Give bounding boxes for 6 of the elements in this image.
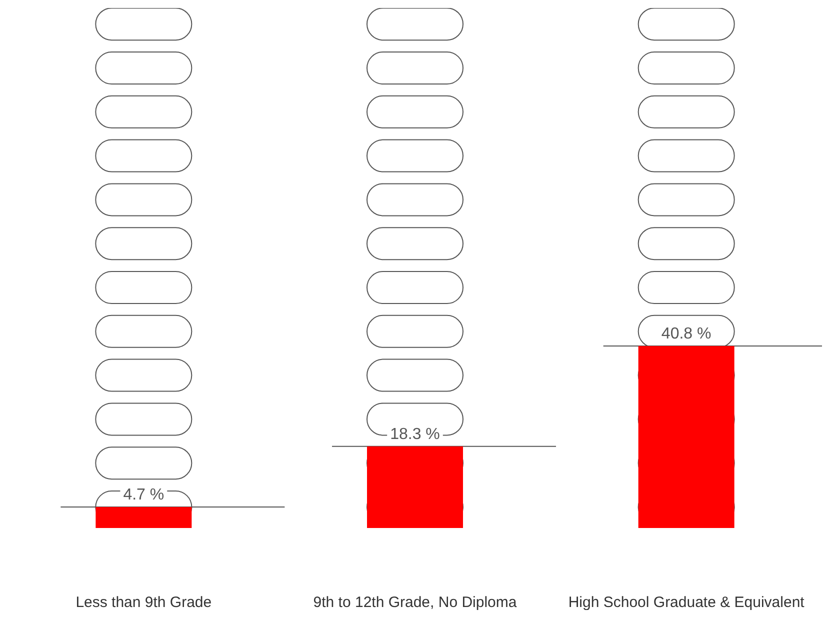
x-tick-label: Less than 9th Grade [76, 594, 212, 611]
data-label: 40.8 % [661, 326, 712, 342]
x-tick-label: 9th to 12th Grade, No Diploma [313, 594, 518, 611]
x-tick-label: High School Graduate & Equivalent [568, 594, 806, 611]
data-label: 4.7 % [123, 486, 164, 504]
data-label: 18.3 % [390, 426, 440, 443]
